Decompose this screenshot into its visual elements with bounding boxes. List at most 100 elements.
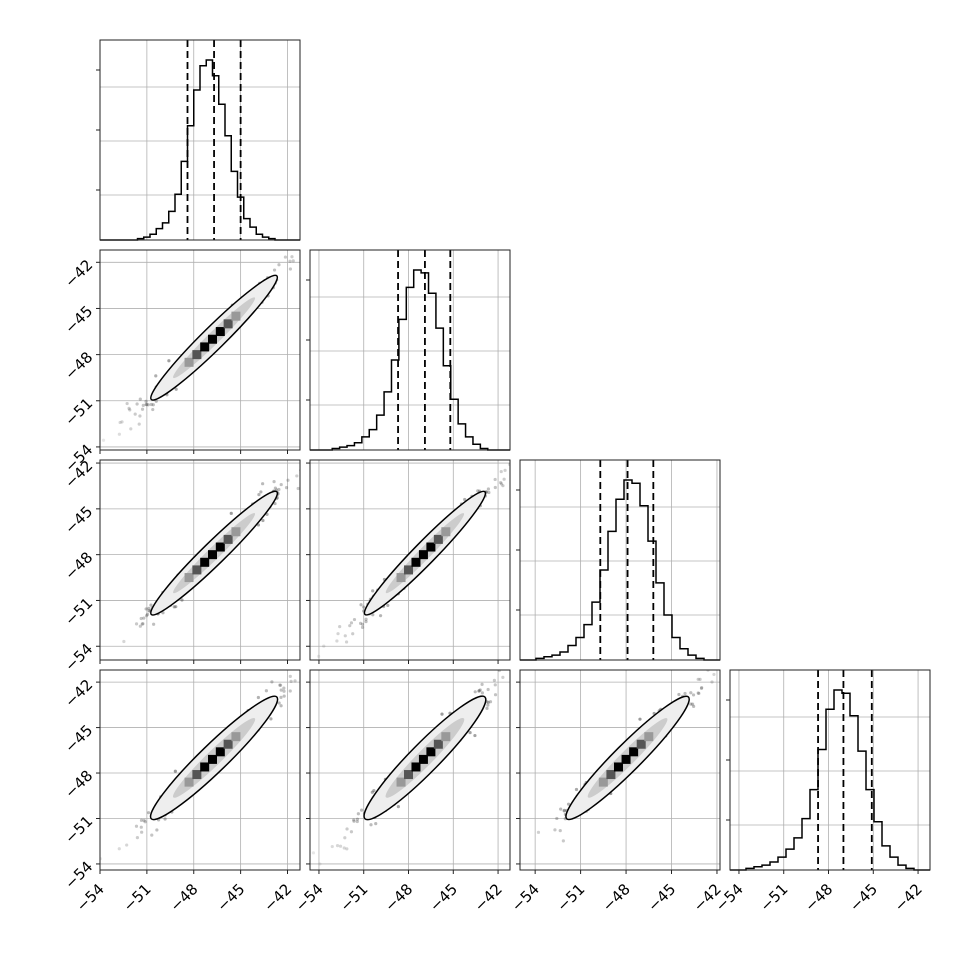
scatter-point	[476, 489, 480, 493]
scatter-point	[272, 480, 276, 484]
density-block	[200, 342, 210, 352]
scatter-point	[288, 689, 292, 693]
scatter-point	[371, 613, 375, 617]
density-block	[231, 527, 241, 537]
x-tick-label: −45	[846, 880, 881, 915]
scatter-point	[117, 847, 121, 851]
scatter-point	[486, 687, 490, 692]
histogram-panel-1	[96, 39, 301, 241]
density-block	[184, 573, 194, 583]
density-block	[441, 732, 451, 742]
scatter-point	[478, 688, 482, 692]
scatter-point	[138, 397, 142, 401]
scatter-point	[229, 511, 233, 515]
scatter-point	[277, 263, 281, 267]
histogram-step-1	[100, 59, 300, 241]
scatter-point	[134, 622, 139, 626]
scatter-point	[279, 688, 283, 692]
histogram-step-4	[730, 689, 930, 871]
scatter-point	[282, 689, 286, 693]
scatter-frame	[309, 669, 511, 871]
scatter-point	[345, 827, 349, 831]
scatter-panel-1-3: −54−51−48−45−42	[61, 457, 301, 675]
scatter-point	[574, 787, 579, 792]
x-tick-label: −48	[801, 880, 836, 915]
density-block	[418, 754, 428, 764]
scatter-point	[349, 830, 354, 834]
y-tick-label: −48	[61, 767, 96, 802]
scatter-point	[330, 844, 334, 849]
scatter-point	[295, 474, 299, 478]
density-block	[192, 770, 202, 780]
scatter-panel-1-4: −54−51−48−45−42−54 −51 −48 −45 −42	[61, 669, 301, 915]
scatter-frame	[99, 249, 301, 451]
scatter-point	[370, 790, 374, 794]
density-block	[215, 327, 225, 337]
x-tick-label: −54	[292, 880, 327, 915]
scatter-point	[712, 672, 716, 677]
scatter-point	[487, 490, 491, 495]
scatter-point	[364, 619, 368, 624]
scatter-point	[290, 255, 294, 259]
y-tick-label: −48	[61, 548, 96, 583]
scatter-point	[288, 674, 292, 678]
histogram-step-3	[520, 479, 720, 661]
scatter-point	[497, 670, 502, 673]
scatter-point	[514, 459, 517, 462]
density-block	[208, 550, 217, 560]
scatter-point	[468, 730, 472, 735]
scatter-point	[109, 876, 112, 879]
scatter-point	[689, 691, 693, 695]
scatter-point	[493, 477, 497, 482]
scatter-point	[286, 478, 290, 482]
scatter-point	[561, 839, 565, 843]
scatter-point	[133, 412, 137, 416]
scatter-point	[143, 820, 147, 824]
y-tick-label: −45	[61, 721, 96, 756]
scatter-point	[396, 805, 400, 809]
density-block	[433, 534, 443, 544]
scatter-point	[277, 487, 281, 492]
scatter-point	[140, 407, 145, 411]
density-block	[192, 350, 202, 360]
scatter-point	[480, 682, 484, 686]
scatter-point	[141, 403, 145, 407]
scatter-point	[140, 622, 144, 626]
scatter-point	[147, 606, 151, 610]
density-block	[404, 565, 414, 575]
scatter-point	[709, 666, 712, 669]
histogram-step-2	[310, 269, 510, 451]
hist-frame-4	[729, 669, 931, 871]
y-tick-label: −45	[61, 502, 96, 537]
scatter-point	[138, 414, 142, 418]
scatter-point	[371, 589, 375, 593]
density-block	[629, 747, 639, 757]
scatter-point	[352, 819, 356, 823]
scatter-frame	[99, 459, 301, 661]
scatter-point	[718, 661, 721, 664]
scatter-point	[512, 859, 515, 862]
scatter-point	[558, 828, 562, 833]
scatter-point	[349, 621, 354, 625]
density-block	[200, 557, 210, 567]
scatter-point	[180, 598, 184, 602]
scatter-point	[146, 403, 150, 407]
scatter-point	[279, 695, 283, 699]
scatter-point	[562, 808, 566, 812]
scatter-point	[149, 402, 153, 407]
density-block	[433, 739, 443, 749]
scatter-point	[122, 639, 126, 644]
scatter-point	[541, 437, 544, 440]
scatter-point	[493, 683, 497, 687]
density-block	[215, 542, 225, 552]
x-tick-label: −45	[213, 880, 248, 915]
scatter-point	[144, 399, 148, 403]
density-block	[184, 357, 194, 367]
histogram-panel-2	[306, 249, 511, 451]
scatter-frame	[99, 669, 301, 871]
scatter-point	[638, 717, 642, 721]
scatter-point	[310, 242, 313, 245]
scatter-point	[700, 685, 704, 690]
y-tick-label: −51	[61, 594, 96, 629]
scatter-point	[100, 857, 103, 861]
